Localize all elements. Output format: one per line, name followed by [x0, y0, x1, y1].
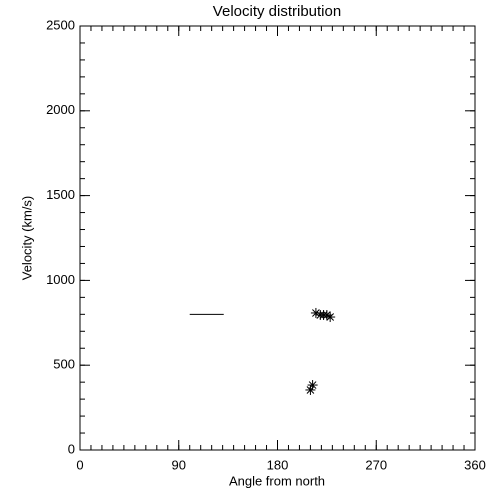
x-axis-label: Angle from north — [229, 473, 325, 488]
y-tick-label: 2000 — [46, 102, 75, 117]
asterisk-point — [325, 312, 336, 323]
y-axis-label: Velocity (km/s) — [19, 196, 34, 281]
asterisk-stroke — [326, 313, 335, 321]
asterisk-point — [310, 307, 321, 318]
x-tick-label: 180 — [267, 457, 289, 472]
y-tick-label: 1000 — [46, 272, 75, 287]
y-tick-label: 500 — [53, 357, 75, 372]
asterisk-stroke — [308, 381, 317, 389]
x-tick-label: 270 — [365, 457, 387, 472]
x-tick-label: 90 — [172, 457, 186, 472]
chart-title: Velocity distribution — [213, 3, 341, 20]
x-tick-label: 0 — [76, 457, 83, 472]
asterisk-point — [307, 380, 318, 391]
plot-frame — [79, 25, 476, 451]
x-tick-label: 360 — [464, 457, 486, 472]
y-tick-label: 1500 — [46, 187, 75, 202]
asterisk-stroke — [323, 311, 331, 319]
asterisk-stroke — [312, 309, 320, 317]
y-tick-label: 2500 — [46, 17, 75, 32]
y-tick-label: 0 — [68, 441, 75, 456]
